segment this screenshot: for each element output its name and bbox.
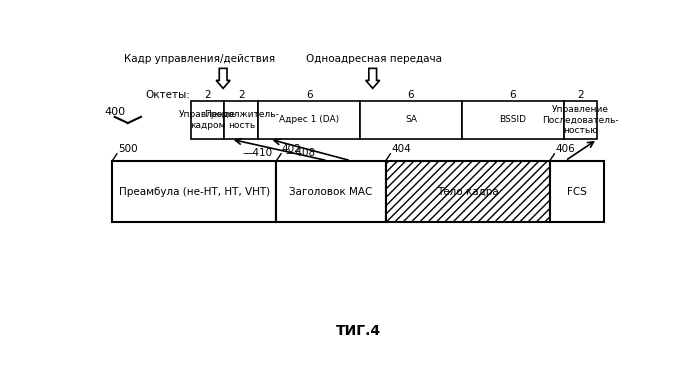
- Text: Тело кадра: Тело кадра: [437, 186, 498, 197]
- Bar: [112, 161, 276, 222]
- Text: Заголовок МАС: Заголовок МАС: [289, 186, 372, 197]
- Text: 402: 402: [282, 144, 302, 154]
- Bar: [564, 101, 598, 139]
- Text: SA: SA: [405, 115, 417, 124]
- Text: ΤИГ.4: ΤИГ.4: [336, 324, 382, 338]
- Text: 6: 6: [510, 90, 516, 100]
- Bar: [258, 101, 360, 139]
- Text: Преамбула (не-НТ, НТ, VНТ): Преамбула (не-НТ, НТ, VНТ): [119, 186, 270, 197]
- Text: 500: 500: [118, 144, 137, 154]
- Polygon shape: [365, 68, 379, 89]
- Text: 2: 2: [204, 90, 211, 100]
- Text: —408: —408: [285, 149, 315, 158]
- Text: 406: 406: [555, 144, 575, 154]
- Bar: [225, 101, 258, 139]
- Text: Адрес 1 (DA): Адрес 1 (DA): [279, 115, 340, 124]
- Polygon shape: [216, 68, 230, 89]
- Bar: [276, 161, 386, 222]
- Text: —410: —410: [242, 149, 272, 158]
- Text: 6: 6: [407, 90, 414, 100]
- Bar: [386, 161, 550, 222]
- Text: 6: 6: [306, 90, 313, 100]
- Bar: [462, 101, 564, 139]
- Text: BSSID: BSSID: [499, 115, 526, 124]
- Bar: [550, 161, 604, 222]
- Text: Управление
кадром: Управление кадром: [179, 110, 236, 129]
- Bar: [360, 101, 462, 139]
- Text: 2: 2: [578, 90, 584, 100]
- Text: 400: 400: [104, 107, 126, 117]
- Text: Кадр управления/действия: Кадр управления/действия: [125, 54, 275, 64]
- Text: 404: 404: [391, 144, 411, 154]
- Text: FCS: FCS: [567, 186, 587, 197]
- Text: Продолжитель-
ность: Продолжитель- ность: [204, 110, 279, 129]
- Text: Управление
Последователь-
ностью: Управление Последователь- ностью: [542, 105, 619, 135]
- Text: Октеты:: Октеты:: [145, 90, 190, 100]
- Bar: [190, 101, 225, 139]
- Text: Одноадресная передача: Одноадресная передача: [307, 54, 442, 64]
- Text: 2: 2: [238, 90, 245, 100]
